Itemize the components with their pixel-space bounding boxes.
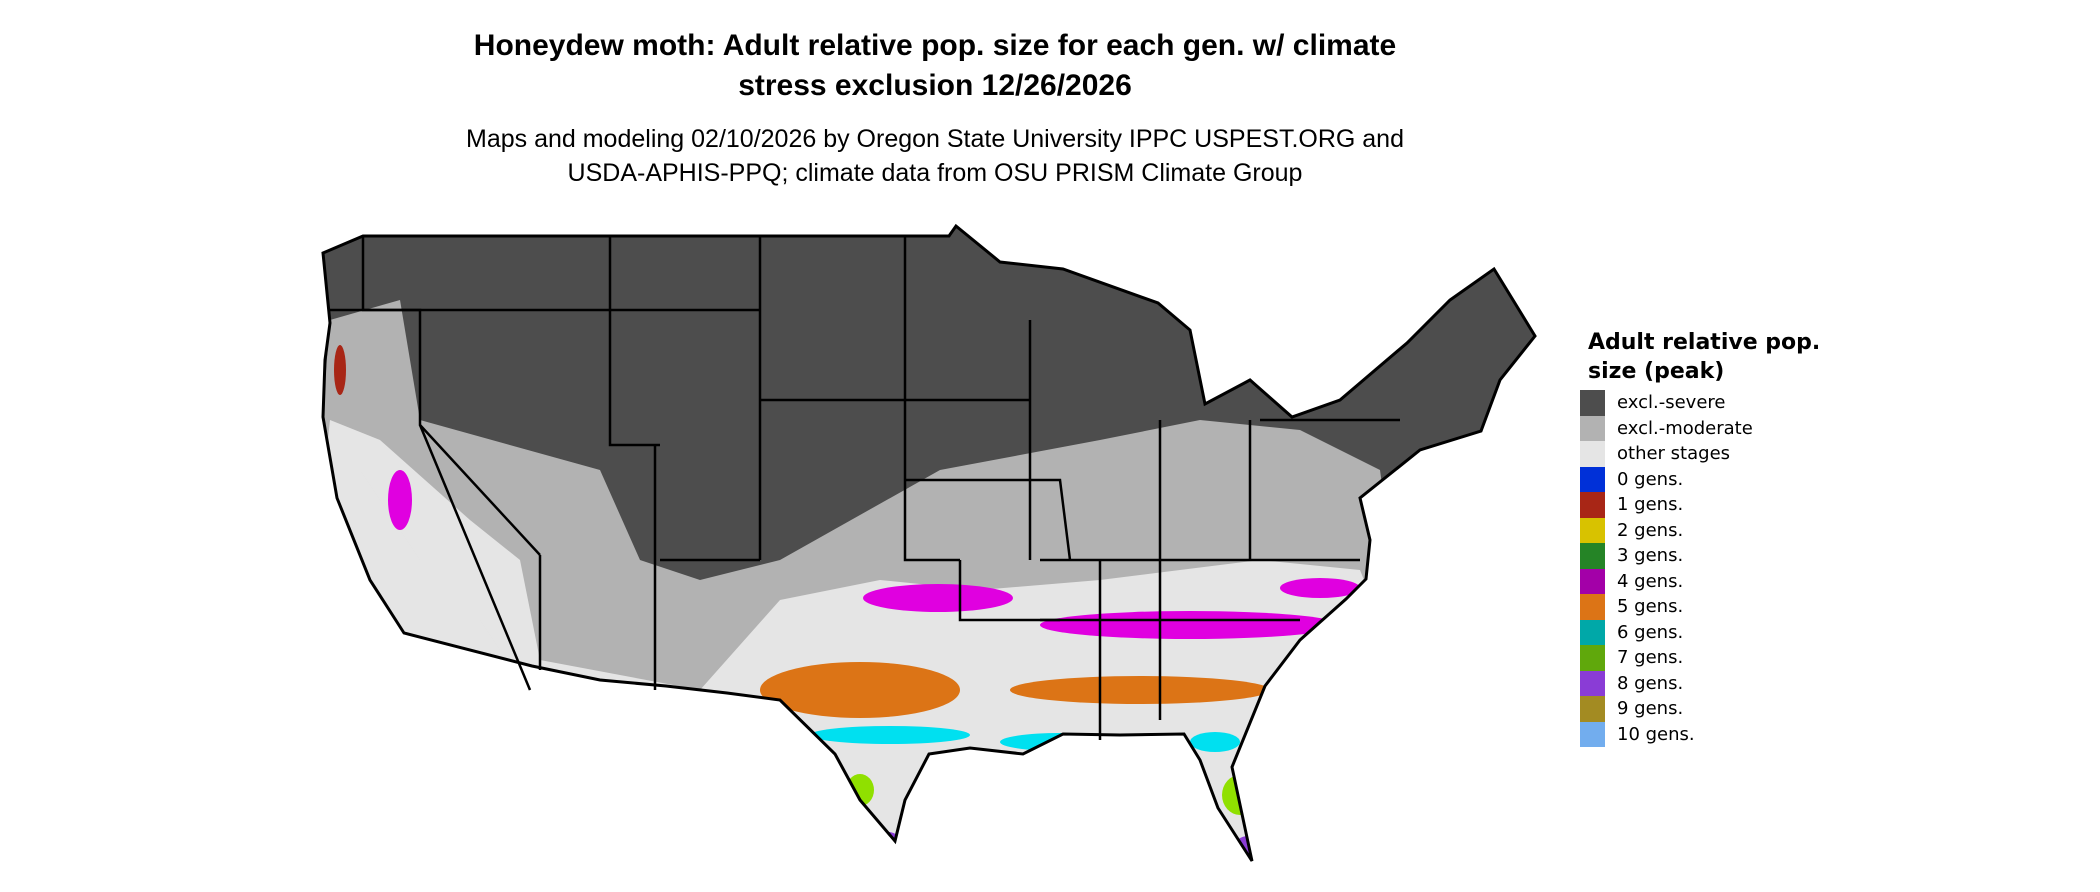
legend-label: 5 gens.: [1617, 596, 1684, 618]
map-title-line1: Honeydew moth: Adult relative pop. size …: [473, 29, 1397, 62]
legend-item: other stages: [1580, 441, 1828, 467]
legend-items: excl.-severe excl.-moderate other stages 0 …: [1580, 390, 1828, 747]
legend-label: 8 gens.: [1617, 672, 1684, 694]
legend-item: excl.-severe: [1580, 390, 1828, 416]
legend-item: 5 gens.: [1580, 594, 1828, 620]
legend-swatch: [1580, 594, 1605, 620]
legend-item: excl.-moderate: [1580, 415, 1828, 441]
patch-6-gens-texas: [810, 726, 970, 744]
legend-item: 0 gens.: [1580, 466, 1828, 492]
legend-swatch: [1580, 568, 1605, 594]
legend-title: Adult relative pop. size (peak): [1588, 330, 1821, 384]
legend-label: excl.-severe: [1617, 392, 1726, 414]
legend-item: 9 gens.: [1580, 696, 1828, 722]
map-subtitle-line1: Maps and modeling 02/10/2026 by Oregon S…: [466, 125, 1404, 153]
legend-item: 4 gens.: [1580, 568, 1828, 594]
patch-4-gens-southeast: [1040, 611, 1340, 639]
legend-label: 4 gens.: [1617, 570, 1684, 592]
california-other-stages: [360, 470, 500, 650]
legend-label: 6 gens.: [1617, 621, 1684, 643]
legend-label: 9 gens.: [1617, 698, 1684, 720]
legend-item: 2 gens.: [1580, 517, 1828, 543]
legend-item: 10 gens.: [1580, 721, 1828, 747]
legend-swatch: [1580, 670, 1605, 696]
legend-item: 3 gens.: [1580, 543, 1828, 569]
legend-swatch: [1580, 415, 1605, 441]
legend-swatch: [1580, 492, 1605, 518]
legend-swatch: [1580, 517, 1605, 543]
legend-label: excl.-moderate: [1617, 417, 1753, 439]
legend-swatch: [1580, 441, 1605, 467]
legend-label: other stages: [1617, 443, 1731, 465]
legend-swatch: [1580, 390, 1605, 416]
legend-swatch: [1580, 645, 1605, 671]
legend-item: 7 gens.: [1580, 645, 1828, 671]
patch-5-gens-texas: [760, 662, 960, 718]
patch-1-gens-oregon: [334, 345, 346, 395]
legend-label: 7 gens.: [1617, 647, 1684, 669]
us-outline: [321, 223, 1537, 862]
patch-6-gens-florida: [1190, 732, 1240, 752]
state-borders: [330, 236, 1400, 740]
legend-label: 0 gens.: [1617, 468, 1684, 490]
patch-4-gens-california: [388, 470, 412, 530]
legend-label: 1 gens.: [1617, 494, 1684, 516]
patch-4-gens-arkansas: [863, 584, 1013, 612]
legend-item: 1 gens.: [1580, 492, 1828, 518]
patch-5-gens-southeast: [1010, 676, 1270, 704]
legend-item: 6 gens.: [1580, 619, 1828, 645]
patch-4-gens-carolina: [1280, 578, 1360, 598]
legend-swatch: [1580, 466, 1605, 492]
legend-swatch: [1580, 696, 1605, 722]
legend-swatch: [1580, 619, 1605, 645]
legend-label: 2 gens.: [1617, 519, 1684, 541]
legend-item: 8 gens.: [1580, 670, 1828, 696]
legend-swatch: [1580, 721, 1605, 747]
map-title-line2: stress exclusion 12/26/2026: [738, 69, 1132, 102]
map-subtitle-line2: USDA-APHIS-PPQ; climate data from OSU PR…: [567, 159, 1303, 187]
legend-label: 10 gens.: [1617, 723, 1695, 745]
legend-label: 3 gens.: [1617, 545, 1684, 567]
map-legend: Adult relative pop. size (peak) excl.-se…: [1580, 328, 1828, 747]
legend-swatch: [1580, 543, 1605, 569]
